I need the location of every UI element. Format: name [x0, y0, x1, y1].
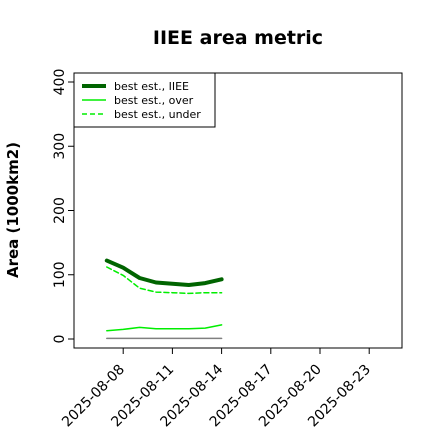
legend-label: best est., IIEE	[114, 80, 189, 93]
series-line-0	[104, 258, 224, 287]
legend-label: best est., under	[114, 108, 201, 121]
y-tick-label: 400	[52, 69, 68, 96]
chart-title: IIEE area metric	[153, 27, 323, 49]
y-tick-label: 300	[52, 133, 68, 160]
series-line-1	[106, 324, 223, 332]
x-axis: 2025-08-082025-08-112025-08-142025-08-17…	[59, 348, 374, 430]
y-axis-label: Area (1000km2)	[4, 142, 22, 278]
series-line-2	[106, 266, 223, 295]
series-layer	[104, 258, 224, 340]
y-tick-label: 200	[52, 197, 68, 224]
y-tick-label: 0	[52, 335, 68, 344]
y-axis: 0 100 200 300 400	[52, 69, 74, 344]
legend-label: best est., over	[114, 94, 194, 107]
y-tick-label: 100	[52, 261, 68, 288]
